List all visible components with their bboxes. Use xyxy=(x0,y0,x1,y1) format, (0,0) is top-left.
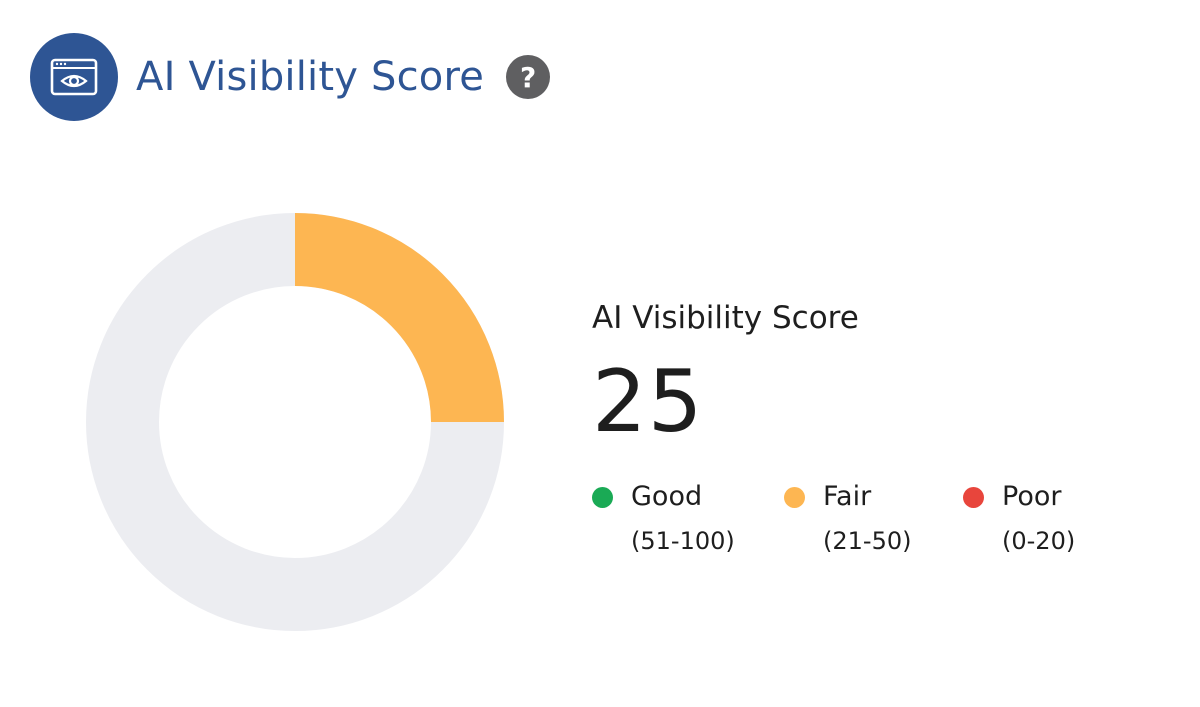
browser-eye-icon xyxy=(30,33,118,121)
legend-range-good: (51-100) xyxy=(631,527,735,555)
score-donut-chart xyxy=(86,213,504,631)
legend-dot-poor xyxy=(963,487,984,508)
score-panel: AI Visibility Score 25 Good (51-100) Fai… xyxy=(592,298,1075,555)
score-label: AI Visibility Score xyxy=(592,300,859,336)
donut-score-arc xyxy=(294,213,504,423)
legend-dot-fair xyxy=(784,487,805,508)
score-value: 25 xyxy=(592,352,704,452)
legend-range-poor: (0-20) xyxy=(1002,527,1076,555)
legend-label-poor: Poor xyxy=(1002,481,1062,512)
page-title: AI Visibility Score xyxy=(136,54,485,100)
score-legend: Good (51-100) Fair (21-50) Poor (0-20) xyxy=(592,478,1112,568)
card-header: AI Visibility Score ? xyxy=(30,33,551,121)
question-mark-icon[interactable]: ? xyxy=(506,55,551,99)
legend-label-fair: Fair xyxy=(823,481,872,512)
legend-label-good: Good xyxy=(631,481,703,512)
legend-range-fair: (21-50) xyxy=(823,527,912,555)
legend-dot-good xyxy=(592,487,613,508)
